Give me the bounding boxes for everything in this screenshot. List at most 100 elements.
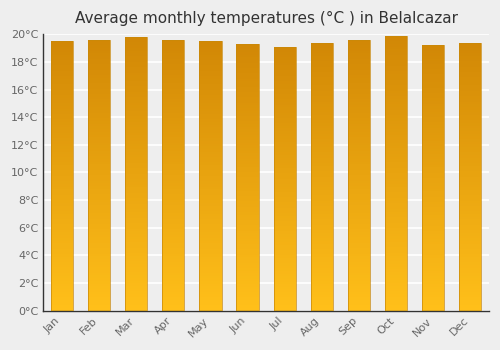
- Bar: [459, 168, 481, 171]
- Bar: [348, 91, 370, 94]
- Bar: [125, 174, 148, 176]
- Bar: [51, 82, 73, 84]
- Bar: [200, 302, 222, 305]
- Bar: [162, 257, 184, 259]
- Bar: [236, 276, 258, 279]
- Bar: [310, 168, 333, 171]
- Bar: [125, 234, 148, 237]
- Bar: [125, 248, 148, 250]
- Bar: [385, 66, 407, 69]
- Bar: [274, 247, 296, 250]
- Bar: [162, 243, 184, 246]
- Bar: [274, 139, 296, 142]
- Bar: [162, 162, 184, 164]
- Bar: [236, 191, 258, 193]
- Bar: [51, 184, 73, 187]
- Bar: [274, 281, 296, 284]
- Bar: [274, 234, 296, 237]
- Bar: [348, 302, 370, 305]
- Bar: [459, 72, 481, 75]
- Bar: [51, 294, 73, 297]
- Bar: [348, 40, 370, 310]
- Bar: [162, 178, 184, 181]
- Bar: [385, 187, 407, 190]
- Bar: [422, 215, 444, 218]
- Bar: [385, 280, 407, 283]
- Bar: [88, 75, 110, 78]
- Bar: [385, 41, 407, 44]
- Bar: [348, 140, 370, 143]
- Bar: [385, 270, 407, 272]
- Bar: [274, 166, 296, 168]
- Bar: [274, 305, 296, 308]
- Bar: [385, 184, 407, 187]
- Bar: [200, 90, 222, 92]
- Bar: [51, 108, 73, 111]
- Bar: [200, 208, 222, 211]
- Bar: [274, 189, 296, 192]
- Bar: [422, 241, 444, 244]
- Bar: [200, 103, 222, 106]
- Bar: [422, 292, 444, 295]
- Bar: [459, 118, 481, 120]
- Bar: [200, 127, 222, 130]
- Bar: [385, 44, 407, 47]
- Bar: [310, 217, 333, 219]
- Bar: [274, 84, 296, 86]
- Bar: [310, 214, 333, 217]
- Bar: [274, 113, 296, 115]
- Bar: [385, 203, 407, 206]
- Bar: [422, 48, 444, 51]
- Bar: [236, 204, 258, 206]
- Bar: [162, 45, 184, 48]
- Bar: [88, 99, 110, 102]
- Bar: [200, 117, 222, 119]
- Bar: [459, 171, 481, 174]
- Bar: [88, 94, 110, 97]
- Bar: [385, 209, 407, 212]
- Bar: [200, 248, 222, 251]
- Bar: [51, 165, 73, 168]
- Bar: [459, 236, 481, 238]
- Bar: [125, 278, 148, 280]
- Bar: [385, 49, 407, 52]
- Bar: [310, 222, 333, 225]
- Bar: [236, 236, 258, 239]
- Bar: [236, 180, 258, 183]
- Bar: [88, 229, 110, 232]
- Bar: [459, 43, 481, 45]
- Bar: [200, 125, 222, 127]
- Bar: [200, 114, 222, 117]
- Bar: [88, 216, 110, 218]
- Bar: [125, 168, 148, 171]
- Bar: [236, 265, 258, 268]
- Bar: [88, 281, 110, 284]
- Bar: [422, 106, 444, 109]
- Bar: [385, 170, 407, 173]
- Bar: [310, 107, 333, 110]
- Bar: [200, 76, 222, 79]
- Bar: [200, 259, 222, 262]
- Bar: [88, 62, 110, 64]
- Bar: [200, 251, 222, 254]
- Bar: [236, 167, 258, 169]
- Bar: [236, 228, 258, 231]
- Bar: [51, 248, 73, 251]
- Bar: [422, 191, 444, 194]
- Bar: [200, 119, 222, 122]
- Bar: [385, 52, 407, 55]
- Bar: [422, 189, 444, 191]
- Bar: [162, 278, 184, 281]
- Bar: [459, 66, 481, 69]
- Bar: [236, 292, 258, 295]
- Bar: [236, 206, 258, 209]
- Bar: [51, 76, 73, 79]
- Bar: [385, 239, 407, 242]
- Bar: [236, 60, 258, 63]
- Bar: [125, 218, 148, 220]
- Bar: [125, 204, 148, 206]
- Bar: [348, 167, 370, 170]
- Bar: [51, 146, 73, 149]
- Bar: [385, 110, 407, 113]
- Bar: [125, 54, 148, 56]
